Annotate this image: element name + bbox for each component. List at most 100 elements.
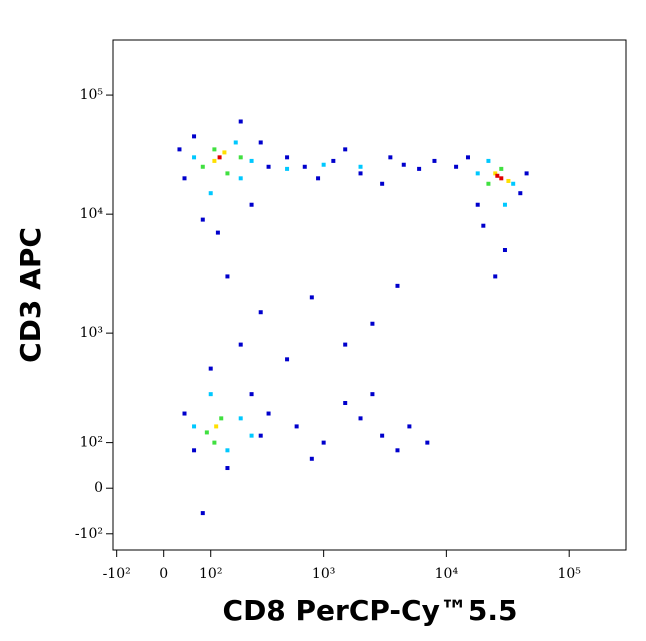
event-dot [217, 155, 222, 160]
event-dot [321, 440, 326, 445]
event-dot [486, 158, 491, 163]
event-dot [182, 411, 187, 416]
event-dot [266, 164, 271, 169]
event-dot [225, 274, 230, 279]
x-tick-label: 0 [159, 566, 168, 582]
event-dot [238, 176, 243, 181]
event-dot [238, 155, 243, 160]
event-dot [266, 411, 271, 416]
event-dot [524, 171, 529, 176]
event-dot [192, 424, 197, 429]
event-dot [212, 440, 217, 445]
event-dot [208, 191, 213, 196]
event-dot [518, 191, 523, 196]
event-dot [309, 456, 314, 461]
event-dot [343, 147, 348, 152]
event-dot [495, 173, 500, 178]
x-tick-label: 10³ [312, 566, 335, 582]
event-dot [486, 181, 491, 186]
event-dot [499, 166, 504, 171]
event-dot [208, 392, 213, 397]
event-dot [225, 171, 230, 176]
plot-frame [112, 39, 627, 551]
event-dot [343, 401, 348, 406]
event-dot [208, 366, 213, 371]
event-dot [249, 202, 254, 207]
x-axis-label: CD8 PerCP-Cy™5.5 [223, 594, 518, 627]
y-tick-label: 10⁵ [80, 87, 104, 103]
event-dot [258, 310, 263, 315]
event-dot [238, 342, 243, 347]
y-tick-label: 10⁴ [80, 206, 104, 222]
event-dot [380, 433, 385, 438]
event-dot [192, 155, 197, 160]
event-dot [506, 178, 511, 183]
y-tick-label: -10² [75, 526, 103, 542]
event-dot [502, 248, 507, 253]
event-dot [225, 466, 230, 471]
event-dot [395, 448, 400, 453]
event-dot [225, 448, 230, 453]
event-dot [358, 164, 363, 169]
x-tick-label: 10⁵ [557, 566, 581, 582]
event-dot [370, 321, 375, 326]
event-dot [417, 166, 422, 171]
event-dot [258, 140, 263, 145]
event-dot [249, 158, 254, 163]
event-dot [285, 357, 290, 362]
event-dot [316, 176, 321, 181]
event-dot [200, 217, 205, 222]
event-dot [238, 416, 243, 421]
event-dot [465, 155, 470, 160]
event-dot [493, 171, 498, 176]
x-tick-label: -10² [103, 566, 131, 582]
event-dot [200, 511, 205, 516]
y-axis-label: CD3 APC [14, 227, 47, 363]
event-dot [481, 223, 486, 228]
event-dot [432, 158, 437, 163]
event-dot [249, 392, 254, 397]
event-dot [321, 162, 326, 167]
event-dot [212, 147, 217, 152]
event-dot [407, 424, 412, 429]
event-dot [222, 150, 227, 155]
event-dot [192, 134, 197, 139]
event-dot [499, 176, 504, 181]
event-dot [343, 342, 348, 347]
event-dot [401, 162, 406, 167]
event-dot [493, 274, 498, 279]
event-dot [331, 158, 336, 163]
event-dot [233, 140, 238, 145]
event-dot [502, 202, 507, 207]
x-tick-label: 10² [199, 566, 222, 582]
event-dot [215, 230, 220, 235]
event-dot [219, 416, 224, 421]
event-dot [200, 164, 205, 169]
event-dot [395, 283, 400, 288]
event-dot [249, 433, 254, 438]
x-tick-label: 10⁴ [435, 566, 459, 582]
event-dot [370, 392, 375, 397]
event-dot [358, 171, 363, 176]
event-dot [182, 176, 187, 181]
y-tick-label: 10² [80, 435, 103, 451]
event-dot [358, 416, 363, 421]
event-dot [294, 424, 299, 429]
event-dot [177, 147, 182, 152]
event-dot [475, 202, 480, 207]
event-dot [258, 433, 263, 438]
event-dot [425, 440, 430, 445]
event-dot [454, 164, 459, 169]
event-dot [511, 181, 516, 186]
event-dot [475, 171, 480, 176]
event-dot [285, 155, 290, 160]
event-dot [388, 155, 393, 160]
event-dot [285, 166, 290, 171]
event-dot [380, 181, 385, 186]
event-dot [204, 430, 209, 435]
event-dot [302, 164, 307, 169]
event-dot [214, 424, 219, 429]
y-tick-label: 0 [94, 480, 103, 496]
event-dot [192, 448, 197, 453]
